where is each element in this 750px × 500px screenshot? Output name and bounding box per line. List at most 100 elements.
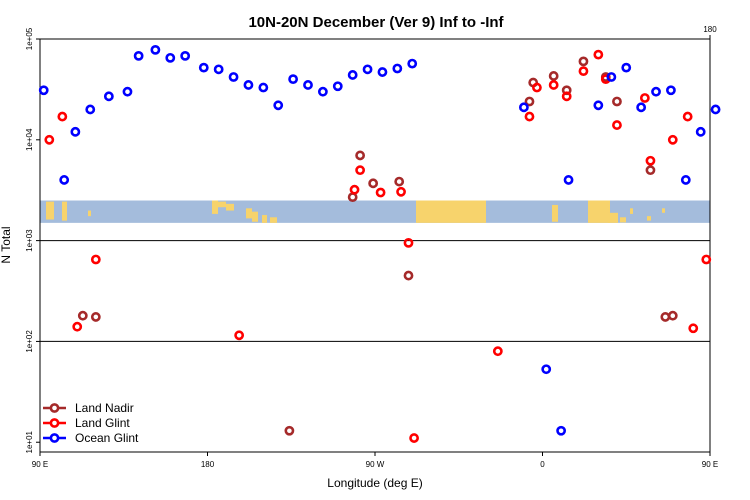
map-land-0 bbox=[46, 201, 54, 220]
horizontal-guides bbox=[40, 240, 710, 342]
land-glint-point-1 bbox=[57, 111, 68, 122]
land-glint-point-15 bbox=[561, 91, 572, 102]
ocean-glint-point-27 bbox=[556, 425, 567, 436]
ocean-glint-point-8 bbox=[165, 52, 176, 63]
ocean-glint-point-17 bbox=[303, 80, 313, 90]
ocean-glint-point-24 bbox=[407, 58, 418, 69]
ocean-glint-point-12 bbox=[228, 72, 239, 82]
map-land-15 bbox=[630, 208, 633, 214]
legend-marker-land-glint bbox=[49, 418, 60, 428]
world-map-band bbox=[40, 200, 710, 223]
y-tick-label-3: 1e+04 bbox=[25, 128, 34, 151]
ocean-glint-point-20 bbox=[347, 70, 358, 80]
land-nadir-point-17 bbox=[667, 310, 678, 321]
x-tick-label-4: 90 E bbox=[702, 460, 718, 469]
map-land-16 bbox=[647, 216, 651, 221]
x-tick-label-2: 90 W bbox=[366, 460, 385, 469]
legend-label-land-nadir: Land Nadir bbox=[75, 401, 134, 415]
y-tick-label-2: 1e+03 bbox=[25, 229, 34, 252]
x-tick-label-1: 180 bbox=[201, 460, 215, 469]
legend-label-ocean-glint: Ocean Glint bbox=[75, 431, 139, 445]
land-glint-point-9 bbox=[403, 237, 414, 248]
chart-title: 10N-20N December (Ver 9) Inf to -Inf bbox=[248, 14, 504, 31]
ocean-glint-point-9 bbox=[180, 50, 191, 61]
ocean-glint-point-4 bbox=[103, 91, 114, 102]
ocean-glint-point-32 bbox=[636, 102, 647, 113]
ocean-glint-point-29 bbox=[593, 100, 604, 111]
ocean-glint-point-23 bbox=[392, 63, 403, 74]
map-land-10 bbox=[416, 200, 486, 223]
x-axis-label: Longitude (deg E) bbox=[327, 476, 422, 490]
ocean-glint-point-26 bbox=[541, 364, 552, 375]
land-glint-point-4 bbox=[234, 330, 245, 341]
ocean-glint-point-22 bbox=[377, 67, 388, 77]
map-land-5 bbox=[226, 203, 234, 211]
ocean-glint-point-31 bbox=[621, 62, 632, 73]
y-tick-label-0: 1e+01 bbox=[25, 430, 34, 453]
land-glint-point-22 bbox=[667, 134, 678, 145]
ocean-glint-point-10 bbox=[198, 62, 209, 73]
land-glint-point-6 bbox=[355, 165, 366, 176]
map-land-11 bbox=[552, 204, 558, 222]
land-nadir-point-2 bbox=[284, 425, 295, 436]
land-glint-point-8 bbox=[396, 186, 406, 197]
land-glint-point-13 bbox=[532, 82, 542, 93]
map-land-12 bbox=[588, 200, 610, 223]
map-land-3 bbox=[212, 200, 218, 214]
ocean-glint-point-0 bbox=[38, 85, 49, 96]
y-tick-label-1: 1e+02 bbox=[25, 330, 34, 353]
x-top-tick-label-0: 180 bbox=[703, 25, 717, 34]
x-tick-label-0: 90 E bbox=[32, 460, 48, 469]
map-ocean bbox=[40, 200, 710, 223]
map-land-9 bbox=[270, 217, 277, 223]
land-nadir-point-14 bbox=[612, 96, 622, 107]
ocean-glint-point-33 bbox=[651, 86, 661, 97]
ocean-glint-point-19 bbox=[332, 81, 343, 92]
land-glint-point-0 bbox=[44, 134, 55, 145]
ocean-glint-point-18 bbox=[317, 86, 328, 97]
land-glint-point-24 bbox=[688, 323, 699, 334]
ocean-glint-point-36 bbox=[695, 126, 706, 137]
land-glint-point-20 bbox=[639, 93, 650, 103]
land-glint-point-5 bbox=[349, 184, 360, 195]
map-land-1 bbox=[62, 201, 67, 221]
land-nadir-point-6 bbox=[394, 176, 405, 187]
land-nadir-point-4 bbox=[355, 150, 366, 161]
ocean-glint-point-16 bbox=[288, 74, 299, 85]
legend-marker-land-nadir bbox=[49, 403, 60, 413]
land-nadir-point-12 bbox=[578, 56, 589, 67]
y-tick-label-4: 1e+05 bbox=[25, 27, 34, 50]
ocean-glint-point-34 bbox=[666, 85, 676, 96]
map-land-6 bbox=[246, 208, 252, 219]
map-land-7 bbox=[252, 211, 258, 222]
land-nadir-point-7 bbox=[403, 270, 414, 281]
land-nadir-point-15 bbox=[645, 165, 656, 176]
y-axis: 1e+01 1e+02 1e+03 1e+04 1e+05 bbox=[25, 27, 40, 453]
y-axis-label: N Total bbox=[0, 226, 13, 263]
land-glint-point-7 bbox=[375, 187, 386, 198]
land-glint-point-11 bbox=[492, 346, 503, 357]
ocean-glint-point-14 bbox=[258, 82, 269, 93]
ocean-glint-point-21 bbox=[362, 64, 373, 75]
ocean-glint-point-30 bbox=[606, 72, 617, 82]
land-glint-point-3 bbox=[90, 254, 101, 265]
land-glint-point-25 bbox=[701, 254, 712, 265]
ocean-glint-point-6 bbox=[133, 50, 144, 61]
map-land-17 bbox=[662, 208, 665, 213]
ocean-glint-point-3 bbox=[85, 104, 96, 115]
ocean-glint-point-7 bbox=[150, 44, 161, 55]
ocean-glint-point-37 bbox=[710, 104, 721, 115]
map-land-13 bbox=[608, 212, 618, 223]
data-points bbox=[38, 44, 721, 443]
land-glint-point-12 bbox=[524, 111, 535, 122]
land-glint-point-19 bbox=[612, 120, 622, 130]
ocean-glint-point-5 bbox=[122, 86, 133, 97]
ocean-glint-point-35 bbox=[680, 175, 691, 185]
x-axis: 90 E 180 90 W 0 90 E 180 bbox=[32, 25, 718, 469]
land-glint-point-14 bbox=[548, 80, 559, 90]
ocean-glint-point-2 bbox=[70, 126, 81, 137]
map-land-14 bbox=[620, 217, 626, 223]
land-glint-point-2 bbox=[72, 321, 83, 332]
land-nadir-point-8 bbox=[524, 96, 535, 107]
